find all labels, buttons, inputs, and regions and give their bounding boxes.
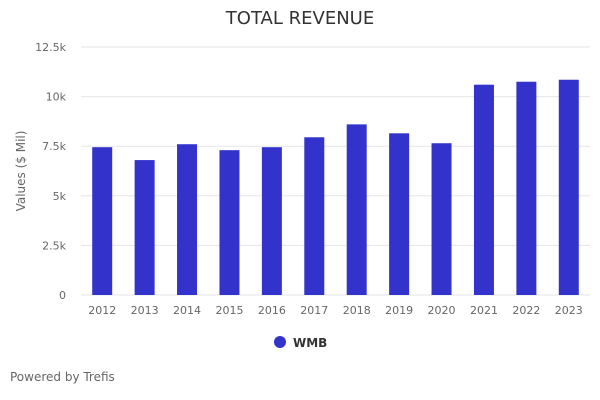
x-tick-label: 2023 xyxy=(555,304,583,317)
bar-2019 xyxy=(389,133,410,295)
powered-by-credit[interactable]: Powered by Trefis xyxy=(10,370,115,384)
x-tick-label: 2012 xyxy=(88,304,116,317)
bar-2013 xyxy=(134,160,155,295)
x-tick-label: 2021 xyxy=(470,304,498,317)
bar-2023 xyxy=(558,79,579,296)
x-tick-label: 2017 xyxy=(300,304,328,317)
bar-2015 xyxy=(219,150,240,295)
y-axis-label: Values ($ Mil) xyxy=(14,131,28,212)
legend-item-label[interactable]: WMB xyxy=(293,336,327,350)
x-tick-label: 2016 xyxy=(258,304,286,317)
bar-2017 xyxy=(304,137,325,295)
bar-2020 xyxy=(431,143,452,295)
bar-2016 xyxy=(261,147,282,295)
x-tick-label: 2014 xyxy=(173,304,201,317)
x-tick-label: 2018 xyxy=(343,304,371,317)
bar-2018 xyxy=(346,124,367,295)
chart-title: TOTAL REVENUE xyxy=(225,8,374,29)
bar-2021 xyxy=(473,84,494,295)
y-tick-label: 7.5k xyxy=(42,140,66,153)
bar-2014 xyxy=(177,144,198,295)
x-tick-label: 2019 xyxy=(385,304,413,317)
y-tick-label: 10k xyxy=(46,91,67,104)
bar-2012 xyxy=(92,147,113,295)
y-tick-label: 2.5k xyxy=(42,239,66,252)
y-tick-label: 0 xyxy=(59,289,66,302)
x-tick-label: 2022 xyxy=(512,304,540,317)
y-tick-label: 12.5k xyxy=(35,41,66,54)
bar-2022 xyxy=(516,81,537,295)
x-tick-label: 2015 xyxy=(215,304,243,317)
y-tick-label: 5k xyxy=(53,190,67,203)
x-tick-label: 2013 xyxy=(131,304,159,317)
legend-marker[interactable] xyxy=(274,336,286,348)
x-tick-label: 2020 xyxy=(428,304,456,317)
